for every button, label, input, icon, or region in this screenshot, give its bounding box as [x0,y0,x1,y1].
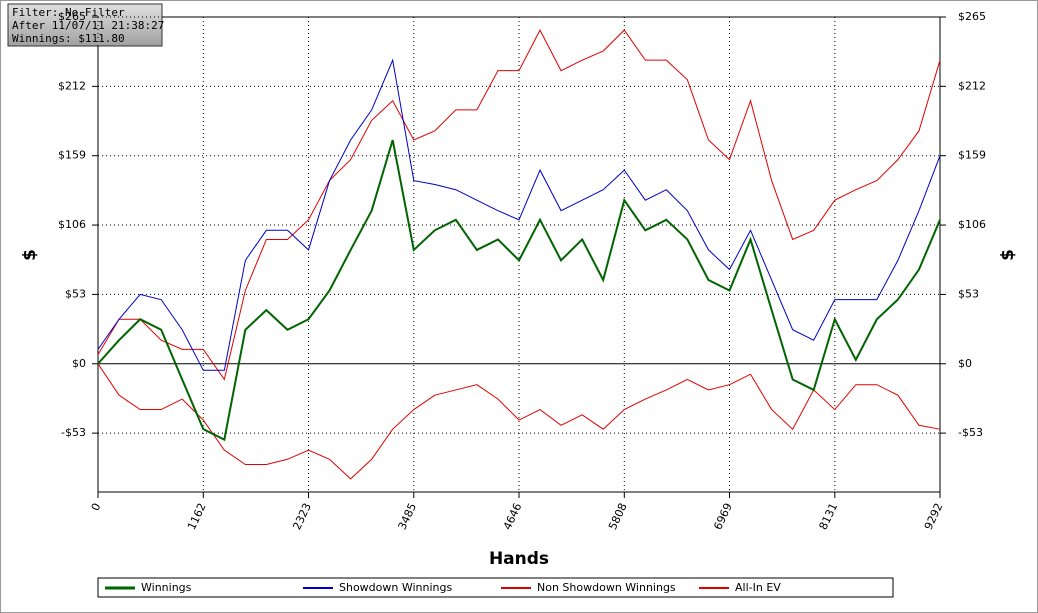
legend-label: Winnings [141,581,192,594]
y2-tick-label: $0 [958,357,972,370]
filter-box-bg [7,3,163,47]
legend-label: Non Showdown Winnings [537,581,676,594]
y2-tick-label: $53 [958,287,979,300]
y-tick-label: $0 [72,357,86,370]
y2-axis-title: $ [998,249,1018,261]
series-line [97,139,941,442]
series-line [97,363,941,480]
legend-label: Showdown Winnings [339,581,453,594]
y-tick-label: $212 [58,79,86,92]
series-line [97,28,941,381]
y-tick-label: $53 [65,287,86,300]
y2-tick-label: $159 [958,149,986,162]
y2-tick-label: -$53 [958,426,983,439]
filter-box: Filter: No Filter After 11/07/11 21:38:2… [7,3,164,47]
y-tick-label: $106 [58,218,86,231]
filter-line: Winnings: $111.80 [12,32,125,45]
x-axis-title: Hands [489,549,549,569]
x-tick-label: 0 [89,501,104,513]
y-tick-label: $159 [58,149,86,162]
y2-tick-label: $265 [958,10,986,23]
y2-tick-label: $212 [958,79,986,92]
legend-label: All-In EV [735,581,781,594]
y-tick-label: -$53 [61,426,86,439]
y2-tick-label: $106 [958,218,986,231]
y-tick-label: $265 [58,10,86,23]
y-axis-title: $ [20,249,40,261]
legend [97,577,894,598]
filter-line: Filter: No Filter [12,6,125,19]
filter-line: After 11/07/11 21:38:27 [12,19,164,32]
series-line [97,58,941,371]
